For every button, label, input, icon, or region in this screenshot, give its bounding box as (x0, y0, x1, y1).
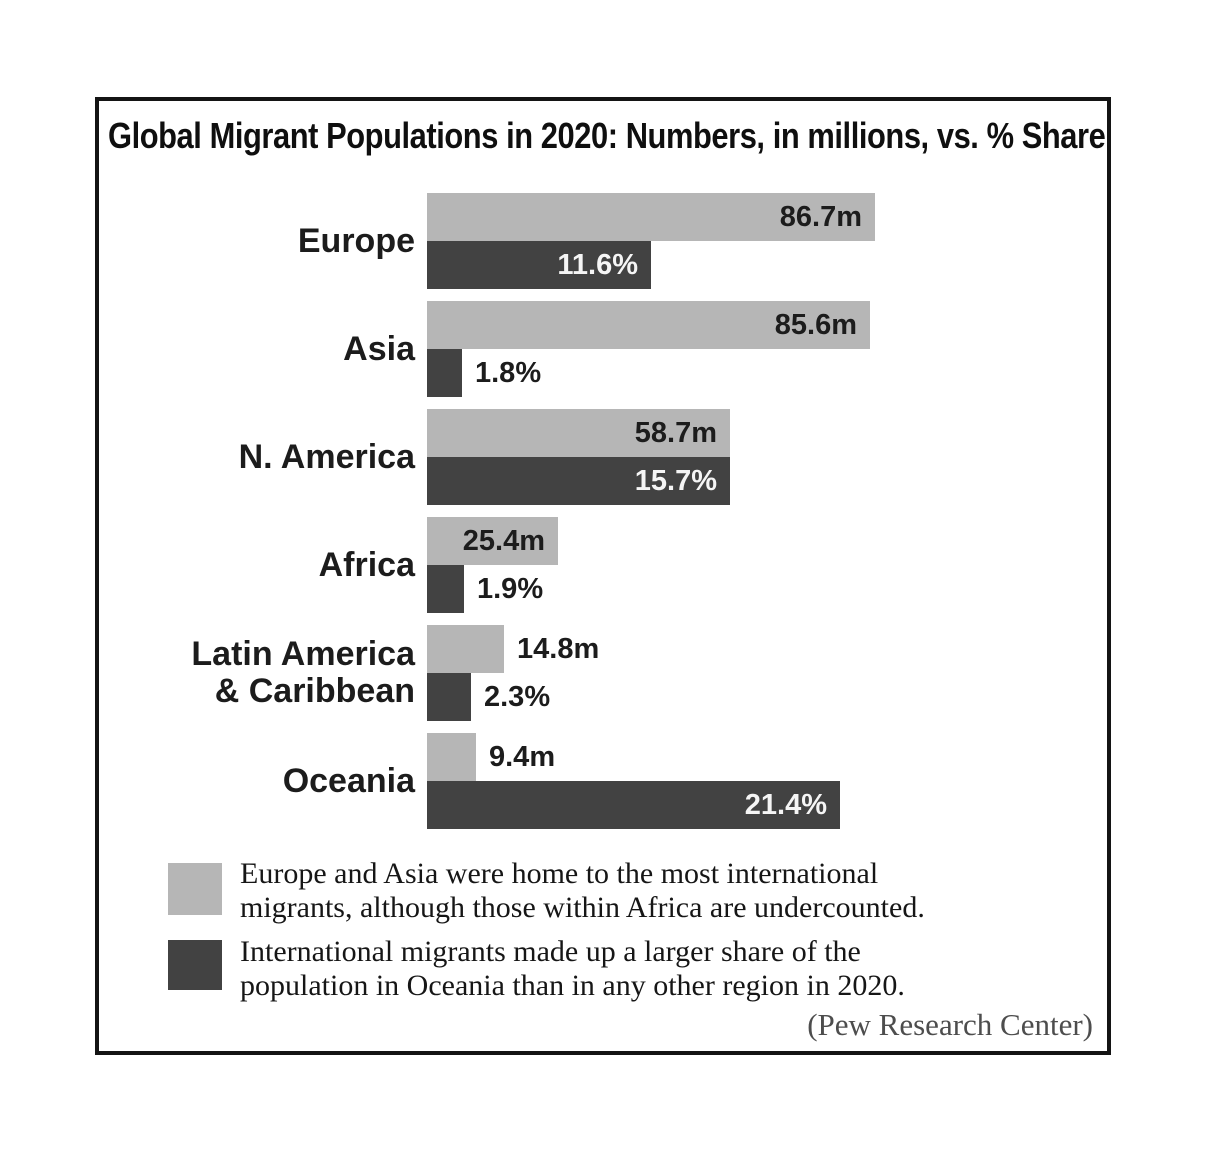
millions-value-latin-america-caribbean: 14.8m (517, 632, 600, 665)
region-label-europe: Europe (99, 193, 415, 289)
legend-swatch-percent (168, 940, 222, 990)
percent-value-n-america: 15.7% (634, 464, 717, 497)
percent-value-latin-america-caribbean: 2.3% (484, 680, 551, 713)
chart-title: Global Migrant Populations in 2020: Numb… (108, 115, 1106, 156)
percent-bar-europe: 11.6% (427, 241, 651, 289)
region-label-text: Africa (318, 545, 415, 584)
percent-bar-africa: 1.9% (427, 565, 543, 613)
region-label-text: Latin America & Caribbean (191, 635, 415, 710)
percent-bar-latin-america-caribbean: 2.3% (427, 673, 550, 721)
legend-text-percent: International migrants made up a larger … (240, 935, 905, 1002)
millions-bar-asia: 85.6m (427, 301, 870, 349)
millions-bar-latin-america-caribbean: 14.8m (427, 625, 599, 673)
millions-bar-europe: 86.7m (427, 193, 875, 241)
region-label-n-america: N. America (99, 409, 415, 505)
region-label-text: Asia (343, 329, 415, 368)
millions-value-asia: 85.6m (774, 308, 857, 341)
region-label-asia: Asia (99, 301, 415, 397)
millions-bar-africa: 25.4m (427, 517, 558, 565)
region-label-latin-america-caribbean: Latin America & Caribbean (99, 625, 415, 721)
millions-value-africa: 25.4m (462, 524, 545, 557)
percent-bar-oceania: 21.4% (427, 781, 840, 829)
region-label-text: Oceania (282, 761, 415, 800)
millions-value-europe: 86.7m (779, 200, 862, 233)
legend-text-millions: Europe and Asia were home to the most in… (240, 857, 925, 924)
region-label-text: Europe (297, 221, 415, 260)
millions-value-oceania: 9.4m (489, 740, 556, 773)
millions-value-n-america: 58.7m (634, 416, 717, 449)
region-label-africa: Africa (99, 517, 415, 613)
millions-bar-oceania: 9.4m (427, 733, 555, 781)
source-attribution: (Pew Research Center) (807, 1007, 1093, 1042)
millions-bar-n-america: 58.7m (427, 409, 730, 457)
legend-swatch-millions (168, 863, 222, 915)
chart-frame: Global Migrant Populations in 2020: Numb… (95, 97, 1111, 1055)
region-label-oceania: Oceania (99, 733, 415, 829)
percent-bar-asia: 1.8% (427, 349, 541, 397)
region-label-text: N. America (238, 437, 415, 476)
percent-value-africa: 1.9% (477, 572, 544, 605)
percent-bar-n-america: 15.7% (427, 457, 730, 505)
percent-value-europe: 11.6% (557, 248, 638, 281)
percent-value-asia: 1.8% (475, 356, 542, 389)
percent-value-oceania: 21.4% (744, 788, 827, 821)
